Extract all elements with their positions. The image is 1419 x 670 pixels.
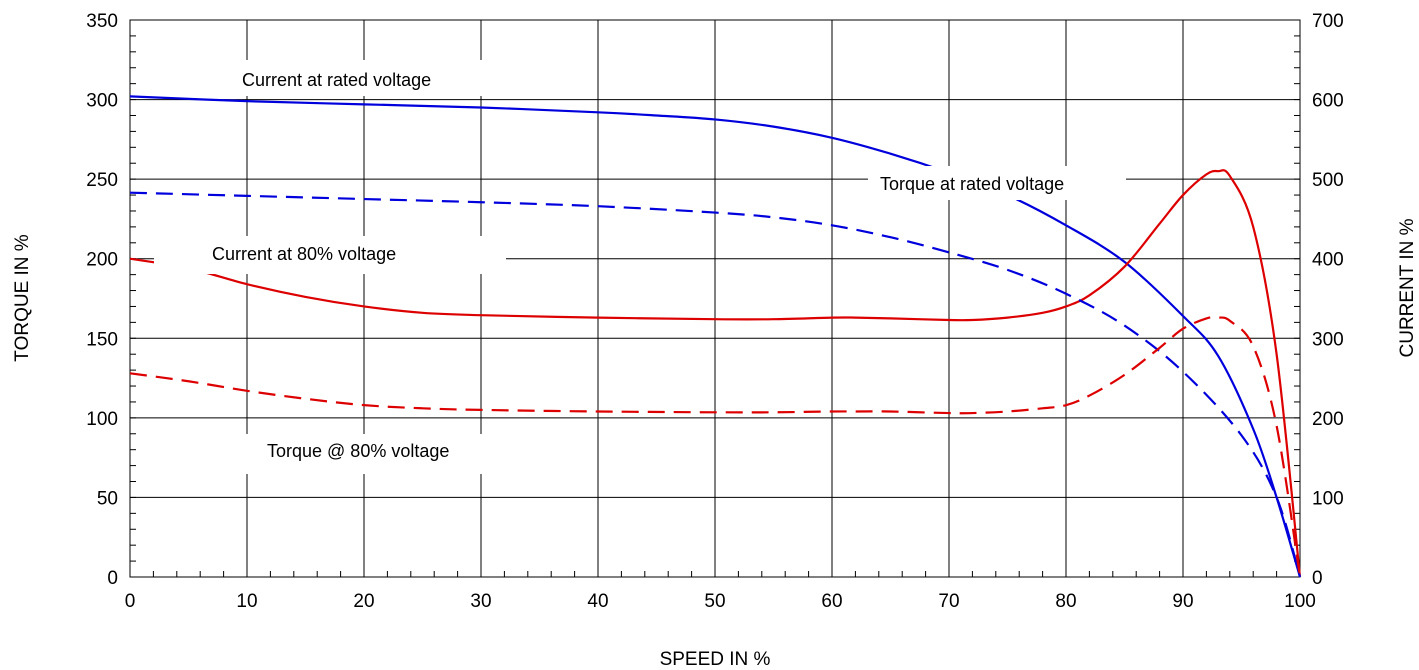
x-tick-label: 30 [470,591,491,612]
y2-tick-label: 100 [1312,488,1344,509]
y-axis-title: TORQUE IN % [12,234,33,361]
plot-frame [129,19,1301,578]
series-line-1 [129,95,1302,578]
y-tick-label: 50 [97,488,118,509]
y2-tick-label: 700 [1312,11,1344,32]
annotation-box [868,166,1126,200]
annotation-box [154,236,506,274]
series-line-4 [129,316,1302,578]
y2-tick-label: 400 [1312,250,1344,271]
x-tick-label: 40 [587,591,608,612]
y2-tick-label: 300 [1312,329,1344,350]
y-tick-labels: 0 50 100 150 200 250 300 350 [86,11,118,589]
annotation-label: Current at rated voltage [242,70,431,90]
y2-tick-labels: 0 100 200 300 400 500 600 700 [1312,11,1344,589]
x-axis-title: SPEED IN % [660,649,771,670]
y2-tick-label: 200 [1312,409,1344,430]
x-tick-label: 50 [704,591,725,612]
x-tick-label: 90 [1172,591,1193,612]
x-tick-label: 60 [821,591,842,612]
series-line-2 [129,169,1302,578]
annotation-box [232,60,500,96]
y-tick-label: 100 [86,409,118,430]
x-tick-label: 70 [938,591,959,612]
y-tick-label: 200 [86,250,118,271]
y2-tick-label: 0 [1312,568,1323,589]
x-tick-label: 10 [236,591,257,612]
y-tick-label: 350 [86,11,118,32]
annotation-layer: Current at rated voltage Torque at rated … [154,60,1126,474]
y2-tick-label: 600 [1312,91,1344,112]
series-layer [129,95,1302,578]
annotation-box [244,434,518,474]
x-tick-label: 80 [1055,591,1076,612]
x-tick-label: 100 [1284,591,1316,612]
y-tick-label: 250 [86,170,118,191]
annotation-label: Current at 80% voltage [212,244,396,264]
annotation-label: Torque @ 80% voltage [267,441,449,461]
y-tick-label: 300 [86,91,118,112]
y-tick-label: 150 [86,329,118,350]
x-tick-labels: 0 10 20 30 40 50 60 70 80 90 100 [125,591,1316,612]
annotation-label: Torque at rated voltage [880,174,1064,194]
series-line-3 [129,191,1302,578]
y-tick-label: 0 [107,568,118,589]
y2-axis-title: CURRENT IN % [1397,218,1418,357]
x-tick-label: 20 [353,591,374,612]
x-tick-label: 0 [125,591,136,612]
y2-tick-label: 500 [1312,170,1344,191]
